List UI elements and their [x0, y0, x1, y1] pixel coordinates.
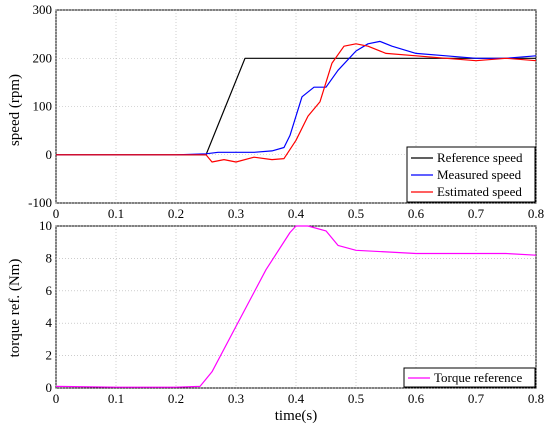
- speed-ytick-label: 100: [33, 99, 53, 114]
- speed-ytick-label: -100: [28, 195, 52, 210]
- torque-xtick-label: 0.3: [228, 391, 244, 406]
- torque-series: [55, 225, 537, 388]
- torque-xtick-label: 0.7: [468, 391, 485, 406]
- torque-legend-box: [403, 367, 536, 388]
- speed-xtick-label: 0.1: [108, 206, 124, 221]
- torque-ytick-label: 10: [39, 218, 52, 233]
- torque-ytick-label: 2: [46, 348, 53, 363]
- speed-xtick-label: 0.8: [528, 206, 544, 221]
- speed-ytick-label: 200: [33, 50, 53, 65]
- speed-xtick-label: 0.3: [228, 206, 244, 221]
- torque-ytick-label: 4: [46, 315, 53, 330]
- time-xlabel: time(s): [275, 408, 318, 424]
- torque-panel: 0 0.1 0.2 0.3 0.4 0.5 0.6 0.7 0.8 0 2 4 6 8 10 torque …: [7, 218, 544, 424]
- legend-label-torque-reference: Torque reference: [434, 370, 522, 385]
- speed-series-line-measured-speed: [56, 40, 537, 156]
- speed-panel: 0 0.1 0.2 0.3 0.4 0.5 0.6 0.7 0.8-1000100200300 …: [7, 2, 544, 221]
- speed-ylabel: speed (rpm): [7, 74, 23, 146]
- speed-series-line-estimated-speed: [56, 43, 537, 163]
- torque-ytick-label: 0: [46, 380, 53, 395]
- torque-xtick-label: 0.8: [528, 391, 544, 406]
- torque-tick-labels: 0 0.1 0.2 0.3 0.4 0.5 0.6 0.7 0.8 0 2 4 6 8 10: [39, 218, 544, 406]
- torque-xtick-label: 0.1: [108, 391, 124, 406]
- speed-series: [56, 40, 537, 163]
- speed-legend: Reference speed Measured speed Estimated…: [406, 146, 536, 203]
- speed-xtick-label: 0.6: [408, 206, 425, 221]
- torque-xtick-label: 0.2: [168, 391, 184, 406]
- torque-series-line-torque-reference: [55, 225, 537, 388]
- speed-xtick-label: 0: [53, 206, 60, 221]
- torque-legend: Torque reference: [403, 367, 536, 388]
- torque-ytick-label: 8: [46, 250, 53, 265]
- torque-ytick-label: 6: [46, 283, 53, 298]
- torque-xtick-label: 0.4: [288, 391, 305, 406]
- torque-xtick-label: 0.5: [348, 391, 364, 406]
- speed-xtick-label: 0.7: [468, 206, 485, 221]
- torque-grid: [55, 225, 537, 389]
- speed-ytick-label: 0: [46, 147, 53, 162]
- torque-xtick-label: 0: [53, 391, 60, 406]
- torque-xtick-label: 0.6: [408, 391, 425, 406]
- legend-label-reference-speed: Reference speed: [437, 150, 523, 165]
- legend-label-measured-speed: Measured speed: [437, 167, 522, 182]
- speed-ytick-label: 300: [33, 2, 53, 17]
- speed-xtick-label: 0.2: [168, 206, 184, 221]
- speed-xtick-label: 0.4: [288, 206, 305, 221]
- torque-ylabel: torque ref. (Nm): [7, 259, 23, 358]
- speed-xtick-label: 0.5: [348, 206, 364, 221]
- legend-label-estimated-speed: Estimated speed: [437, 184, 522, 199]
